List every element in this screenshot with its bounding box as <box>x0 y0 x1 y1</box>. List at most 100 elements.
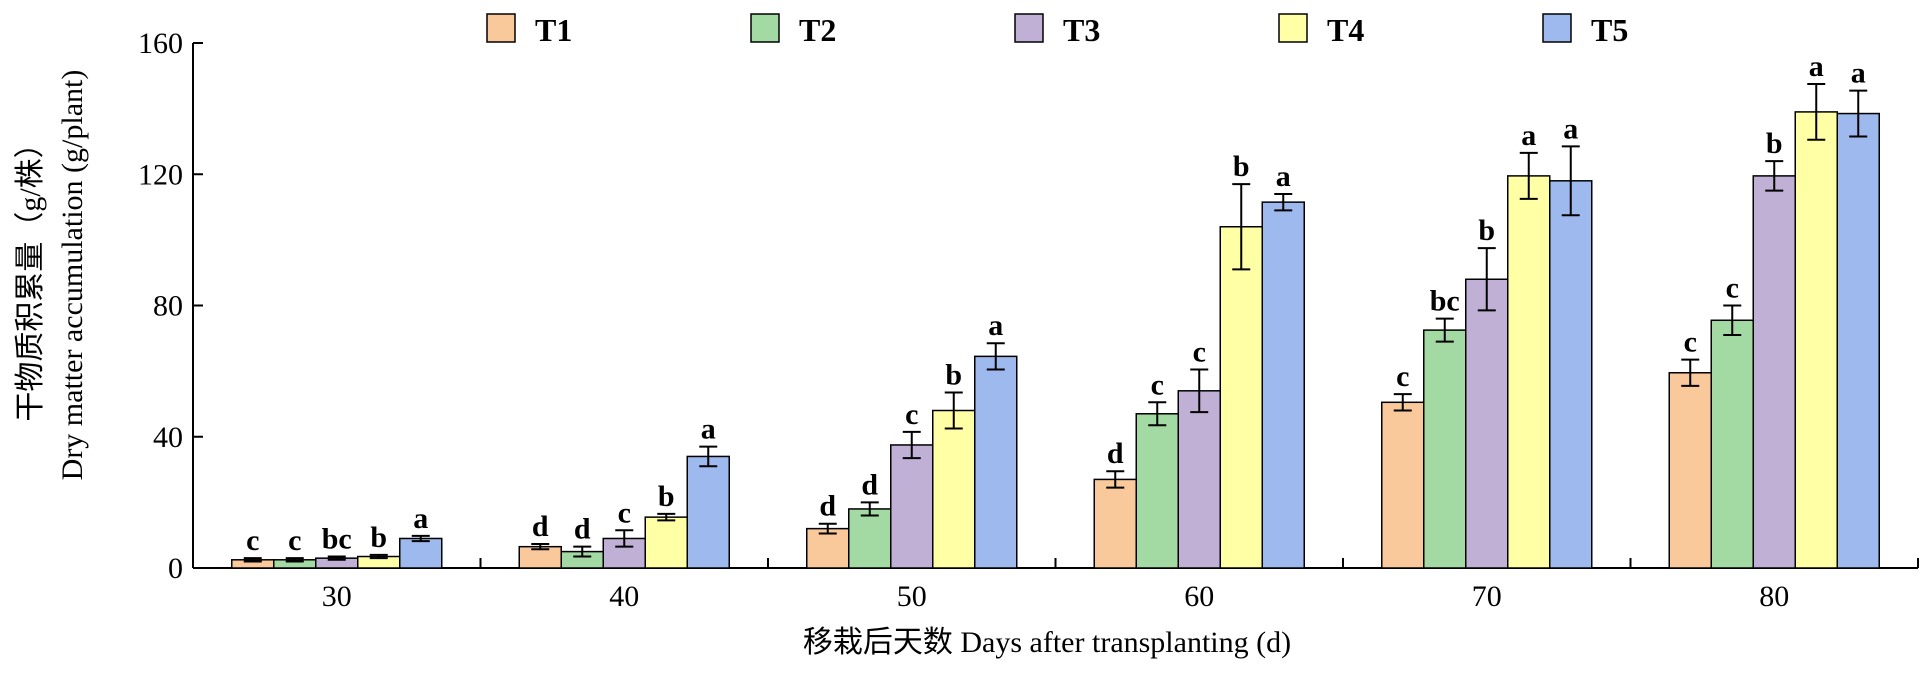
error-bar <box>615 529 634 548</box>
y-axis-title-chinese: 干物质积累量（g/株） <box>14 128 47 421</box>
error-bar <box>1232 183 1251 271</box>
significance-label: b <box>1478 214 1495 247</box>
significance-label: b <box>945 358 962 391</box>
legend-label: T3 <box>1063 12 1100 48</box>
bar-t3-50 <box>890 444 934 569</box>
significance-label: a <box>413 502 428 535</box>
significance-label: a <box>1851 57 1866 90</box>
significance-label: bc <box>322 523 352 556</box>
error-bar <box>1393 393 1412 412</box>
error-bar <box>1807 83 1826 141</box>
significance-label: d <box>1107 437 1124 470</box>
bar-t2-60 <box>1135 413 1179 569</box>
error-bar <box>1106 470 1125 489</box>
error-bar <box>1765 160 1784 192</box>
error-bar <box>1519 151 1538 200</box>
significance-label: bc <box>1430 285 1460 318</box>
x-axis: 30 40 50 60 70 80 <box>192 558 1919 613</box>
bar-t5-50 <box>974 355 1018 569</box>
legend-item-t5: T5 <box>1542 12 1628 48</box>
y-tick-label: 40 <box>153 421 183 454</box>
x-tick-label: 50 <box>897 580 927 613</box>
error-bar <box>1148 401 1167 427</box>
error-bar <box>1561 145 1580 217</box>
legend-item-t3: T3 <box>1014 12 1100 48</box>
error-bar <box>699 445 718 468</box>
error-bar <box>1723 304 1742 337</box>
legend-swatch <box>750 13 780 43</box>
error-bar <box>1681 358 1700 387</box>
significance-label: b <box>1233 150 1250 183</box>
significance-label: c <box>1726 272 1739 305</box>
y-tick-label: 120 <box>138 158 183 191</box>
significance-label: d <box>861 468 878 501</box>
legend-swatch <box>486 13 516 43</box>
error-bar <box>986 342 1005 371</box>
bar-t5-80 <box>1836 112 1880 569</box>
significance-label: c <box>288 524 301 557</box>
bar-t4-40 <box>644 516 688 569</box>
error-bar <box>327 555 346 561</box>
legend-label: T4 <box>1327 12 1364 48</box>
bar-t4-70 <box>1507 175 1551 569</box>
y-tick-label: 0 <box>168 552 183 585</box>
significance-label: c <box>618 496 631 529</box>
error-bar <box>573 545 592 558</box>
bar-t1-60 <box>1093 478 1137 569</box>
significance-label: a <box>701 413 716 446</box>
significance-label: d <box>574 513 591 546</box>
significance-label: c <box>1151 368 1164 401</box>
significance-label: a <box>1276 160 1291 193</box>
error-bar <box>1435 317 1454 343</box>
bar-t4-80 <box>1794 111 1838 569</box>
error-bar <box>818 522 837 535</box>
bar-t2-70 <box>1423 329 1467 569</box>
significance-label: a <box>1563 112 1578 145</box>
error-bar <box>1274 192 1293 212</box>
error-bar <box>860 501 879 517</box>
error-bar <box>657 512 676 522</box>
error-bar <box>944 391 963 430</box>
significance-label: c <box>905 398 918 431</box>
legend-swatch <box>1014 13 1044 43</box>
bar-t4-50 <box>932 409 976 569</box>
significance-label: c <box>1396 360 1409 393</box>
bar-t5-60 <box>1261 201 1305 569</box>
x-tick-label: 40 <box>609 580 639 613</box>
bar-t1-80 <box>1668 372 1712 569</box>
significance-label: d <box>532 510 549 543</box>
bar-t5-40 <box>686 455 730 569</box>
error-bar <box>243 557 262 563</box>
y-axis: 0 40 80 120 160 <box>138 27 203 585</box>
legend: T1 T2 T3 T4 T5 <box>486 12 1628 48</box>
bar-t3-60 <box>1177 390 1221 569</box>
legend-item-t4: T4 <box>1278 12 1364 48</box>
error-bar <box>285 557 304 563</box>
legend-swatch <box>1542 13 1572 43</box>
bar-t3-70 <box>1465 278 1509 569</box>
significance-label: c <box>246 524 259 557</box>
bar-t5-30 <box>399 537 443 569</box>
significance-label: a <box>988 309 1003 342</box>
legend-label: T1 <box>535 12 572 48</box>
error-bar <box>411 534 430 543</box>
bar-t5-70 <box>1549 180 1593 569</box>
bar-t4-60 <box>1219 226 1263 569</box>
error-bar <box>369 553 388 560</box>
x-tick-label: 30 <box>322 580 352 613</box>
significance-label: c <box>1684 326 1697 359</box>
x-tick-label: 80 <box>1759 580 1789 613</box>
significance-label: a <box>1809 50 1824 83</box>
legend-item-t2: T2 <box>750 12 836 48</box>
significance-label: b <box>370 521 387 554</box>
significance-label: c <box>1193 335 1206 368</box>
legend-item-t1: T1 <box>486 12 572 48</box>
error-bar <box>902 430 921 460</box>
x-tick-label: 60 <box>1184 580 1214 613</box>
error-bar <box>1477 247 1496 312</box>
significance-label: b <box>1766 127 1783 160</box>
legend-swatch <box>1278 13 1308 43</box>
significance-label: a <box>1521 119 1536 152</box>
